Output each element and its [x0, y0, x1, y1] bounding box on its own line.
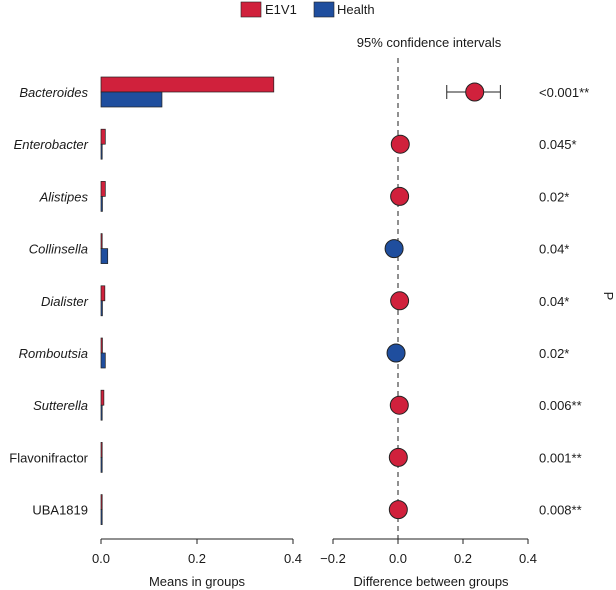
difference-point: [390, 291, 410, 311]
category-label: Romboutsia: [19, 346, 88, 361]
p-value-labels: <0.001** 0.045* 0.02* 0.04* 0.04* 0.02* 0.006*…: [539, 85, 589, 518]
left-x-tick-label: 0.2: [188, 551, 206, 566]
bar-e1v1: [100, 128, 106, 145]
category-label: Sutterella: [33, 398, 88, 413]
difference-point: [384, 239, 404, 259]
p-value-label: 0.006**: [539, 398, 582, 413]
p-value-label: 0.045*: [539, 137, 577, 152]
bar-e1v1: [100, 285, 106, 302]
p-value-label: 0.008**: [539, 503, 582, 518]
bar-health: [100, 143, 103, 160]
bar-health: [100, 91, 163, 108]
category-label: Enterobacter: [14, 137, 89, 152]
legend-label-e1v1: E1V1: [265, 2, 297, 17]
category-label: Collinsella: [29, 242, 88, 257]
bar-health: [100, 404, 103, 421]
bar-health: [100, 300, 103, 317]
p-value-label: 0.04*: [539, 242, 569, 257]
p-value-label: 0.02*: [539, 189, 569, 204]
left-x-tick-label: 0.0: [92, 551, 110, 566]
right-x-tick-label: 0.4: [519, 551, 537, 566]
bar-health: [100, 509, 103, 525]
bar-e1v1: [100, 389, 105, 406]
category-label: UBA1819: [32, 503, 88, 518]
bar-e1v1: [100, 181, 106, 197]
difference-point: [386, 343, 406, 363]
difference-panel: −0.2 0.0 0.2 0.4: [320, 58, 537, 566]
legend-swatch-health: [313, 1, 335, 18]
difference-point: [388, 447, 408, 467]
right-x-tick-label: 0.2: [454, 551, 472, 566]
p-value-label: 0.001**: [539, 450, 582, 465]
bar-e1v1: [100, 233, 103, 249]
bar-health: [100, 196, 103, 212]
left-x-axis-label: Means in groups: [149, 574, 246, 589]
ci-panel-title: 95% confidence intervals: [357, 35, 502, 50]
p-value-label: 0.02*: [539, 346, 569, 361]
right-x-axis-label: Difference between groups: [353, 574, 509, 589]
means-panel: 0.0 0.2 0.4: [92, 76, 302, 566]
difference-point: [388, 500, 408, 520]
bar-health: [100, 248, 109, 264]
legend: E1V1 Health: [240, 1, 375, 18]
category-label: Flavonifractor: [9, 450, 88, 465]
bar-health: [100, 352, 106, 369]
legend-swatch-e1v1: [240, 1, 262, 18]
bar-e1v1: [100, 494, 103, 510]
bar-e1v1: [100, 442, 103, 458]
difference-point: [390, 186, 410, 206]
category-label: Alistipes: [39, 189, 89, 204]
bar-e1v1: [100, 76, 275, 93]
p-value-label: 0.04*: [539, 294, 569, 309]
difference-point: [465, 82, 485, 102]
bar-health: [100, 457, 103, 473]
legend-label-health: Health: [337, 2, 375, 17]
p-axis-label: P: [601, 292, 616, 301]
right-x-tick-label: −0.2: [320, 551, 346, 566]
category-label: Bacteroides: [19, 85, 88, 100]
category-label: Dialister: [41, 294, 89, 309]
bar-e1v1: [100, 337, 103, 354]
right-x-tick-label: 0.0: [389, 551, 407, 566]
p-value-label: <0.001**: [539, 85, 589, 100]
category-labels: Bacteroides Enterobacter Alistipes Collinse…: [9, 85, 88, 518]
difference-point: [390, 134, 410, 154]
difference-point: [389, 395, 409, 415]
left-x-tick-label: 0.4: [284, 551, 302, 566]
